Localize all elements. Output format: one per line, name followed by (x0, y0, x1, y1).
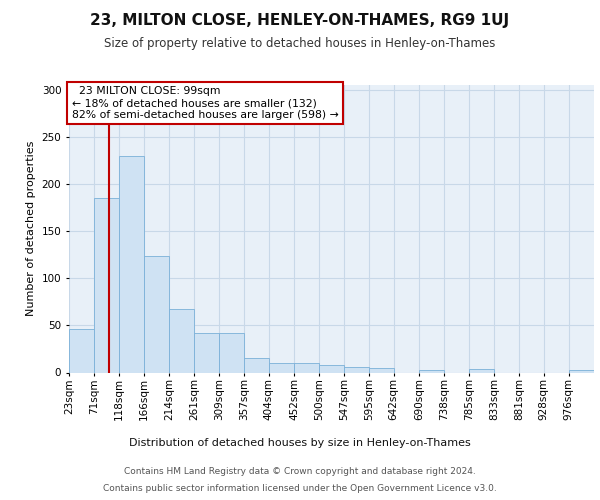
Bar (569, 370, 594, 372)
Bar (269, 363, 294, 372)
Bar (69, 329, 94, 372)
Bar (344, 367, 369, 372)
Bar (119, 156, 144, 372)
Text: Contains HM Land Registry data © Crown copyright and database right 2024.: Contains HM Land Registry data © Crown c… (124, 468, 476, 476)
Bar (169, 310, 194, 372)
Bar (469, 368, 494, 372)
Y-axis label: Number of detached properties: Number of detached properties (26, 141, 36, 316)
Text: 23 MILTON CLOSE: 99sqm  
← 18% of detached houses are smaller (132)
82% of semi-: 23 MILTON CLOSE: 99sqm ← 18% of detached… (71, 86, 338, 120)
Bar (244, 358, 269, 372)
Bar (319, 365, 344, 372)
Text: Distribution of detached houses by size in Henley-on-Thames: Distribution of detached houses by size … (129, 438, 471, 448)
Text: Contains public sector information licensed under the Open Government Licence v3: Contains public sector information licen… (103, 484, 497, 493)
Bar (294, 363, 319, 372)
Text: Size of property relative to detached houses in Henley-on-Thames: Size of property relative to detached ho… (104, 38, 496, 51)
Text: 23, MILTON CLOSE, HENLEY-ON-THAMES, RG9 1UJ: 23, MILTON CLOSE, HENLEY-ON-THAMES, RG9 … (91, 12, 509, 28)
Bar (144, 256, 169, 372)
Bar (94, 198, 119, 372)
Bar (194, 333, 219, 372)
Bar (419, 370, 444, 372)
Bar (219, 333, 244, 372)
Bar (369, 368, 394, 372)
